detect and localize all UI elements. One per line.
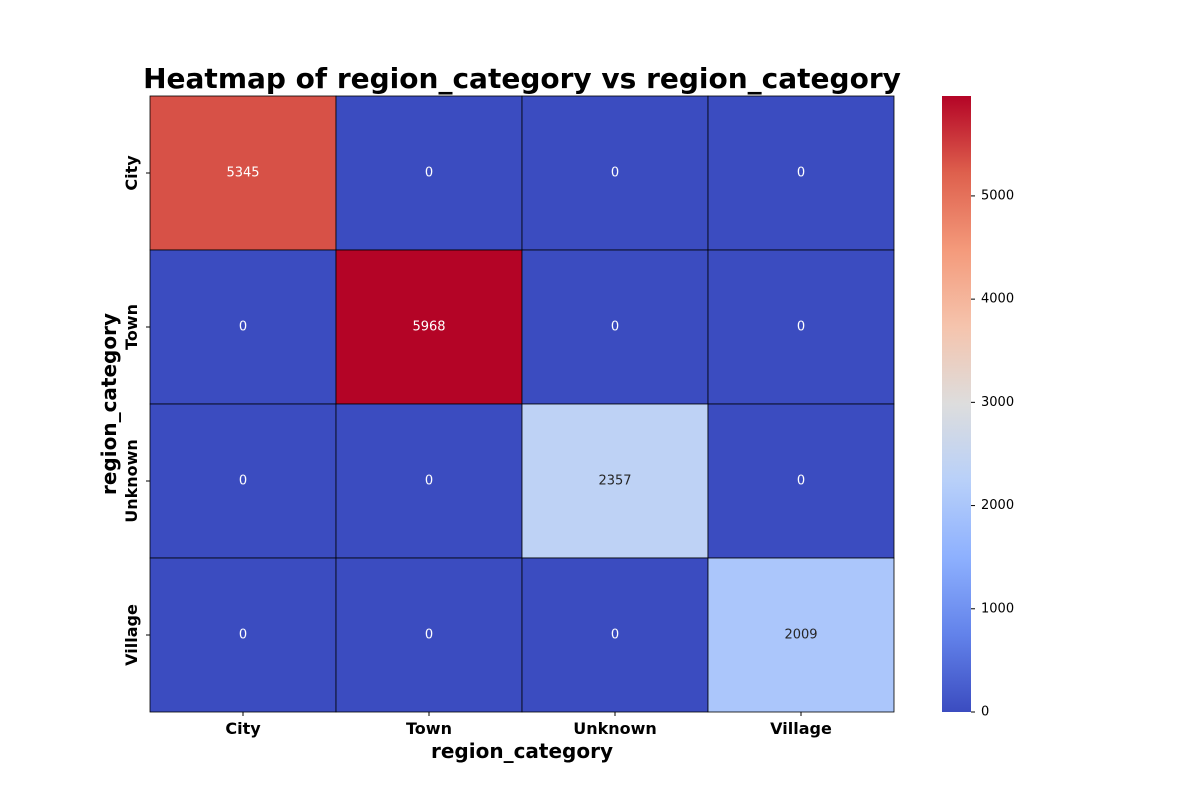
colorbar-tick-label: 3000 <box>981 395 1014 410</box>
heatmap-cell-value-label: 0 <box>425 474 433 489</box>
heatmap-cell-value-label: 0 <box>239 474 247 489</box>
colorbar-ticks: 0 1000 2000 3000 4000 5000 <box>971 188 1014 720</box>
heatmap-cell-value-label: 0 <box>611 628 619 643</box>
heatmap-grid: 5345 0 0 0 0 5968 0 0 0 0 2357 0 0 0 0 2009 <box>149 95 895 713</box>
y-tick-label-village: Village <box>122 604 141 666</box>
y-tick-label-city: City <box>122 155 141 191</box>
heatmap-cell-value-label: 0 <box>797 166 805 181</box>
colorbar-tick-label: 4000 <box>981 292 1014 307</box>
heatmap-cell-value-label: 0 <box>425 166 433 181</box>
x-axis-label: region_category <box>431 739 613 763</box>
x-tick-label-town: Town <box>406 719 452 738</box>
x-tick-label-village: Village <box>770 719 832 738</box>
heatmap-cell-village-village <box>707 557 895 713</box>
chart-title: Heatmap of region_category vs region_cat… <box>143 62 901 95</box>
heatmap-cell-value-label: 2009 <box>784 628 817 643</box>
y-tick-label-unknown: Unknown <box>122 439 141 523</box>
colorbar: 0 1000 2000 3000 4000 5000 <box>942 96 1014 720</box>
heatmap-cell-town-city <box>149 249 337 405</box>
heatmap-cell-town-unknown <box>521 249 709 405</box>
colorbar-tick-label: 2000 <box>981 498 1014 513</box>
heatmap-cell-city-unknown <box>521 95 709 251</box>
heatmap-cell-unknown-town <box>335 403 523 559</box>
heatmap-cell-value-label: 0 <box>239 320 247 335</box>
heatmap-cell-town-town <box>335 249 523 405</box>
heatmap-cell-village-city <box>149 557 337 713</box>
heatmap-cell-city-town <box>335 95 523 251</box>
heatmap-cell-village-town <box>335 557 523 713</box>
y-axis-tick-labels: City Town Unknown Village <box>122 155 150 666</box>
heatmap-cell-city-village <box>707 95 895 251</box>
colorbar-gradient <box>942 96 971 712</box>
heatmap-cell-value-label: 5968 <box>412 320 445 335</box>
y-tick-label-town: Town <box>122 304 141 350</box>
colorbar-tick-label: 1000 <box>981 601 1014 616</box>
x-axis-tick-labels: City Town Unknown Village <box>225 712 832 738</box>
heatmap-cell-value-label: 0 <box>611 166 619 181</box>
heatmap-cell-value-label: 0 <box>797 320 805 335</box>
y-axis-label: region_category <box>97 313 121 495</box>
heatmap-cell-value-label: 0 <box>611 320 619 335</box>
heatmap-cell-unknown-village <box>707 403 895 559</box>
heatmap-cell-value-label: 0 <box>239 628 247 643</box>
x-tick-label-unknown: Unknown <box>573 719 657 738</box>
heatmap-cell-value-label: 0 <box>797 474 805 489</box>
heatmap-cell-village-unknown <box>521 557 709 713</box>
colorbar-tick-label: 0 <box>981 705 989 720</box>
heatmap-cell-value-label: 0 <box>425 628 433 643</box>
heatmap-cell-town-village <box>707 249 895 405</box>
heatmap-cell-value-label: 2357 <box>598 474 631 489</box>
heatmap-cell-city-city <box>149 95 337 251</box>
x-tick-label-city: City <box>225 719 261 738</box>
colorbar-tick-label: 5000 <box>981 188 1014 203</box>
heatmap-cell-value-label: 5345 <box>226 166 259 181</box>
